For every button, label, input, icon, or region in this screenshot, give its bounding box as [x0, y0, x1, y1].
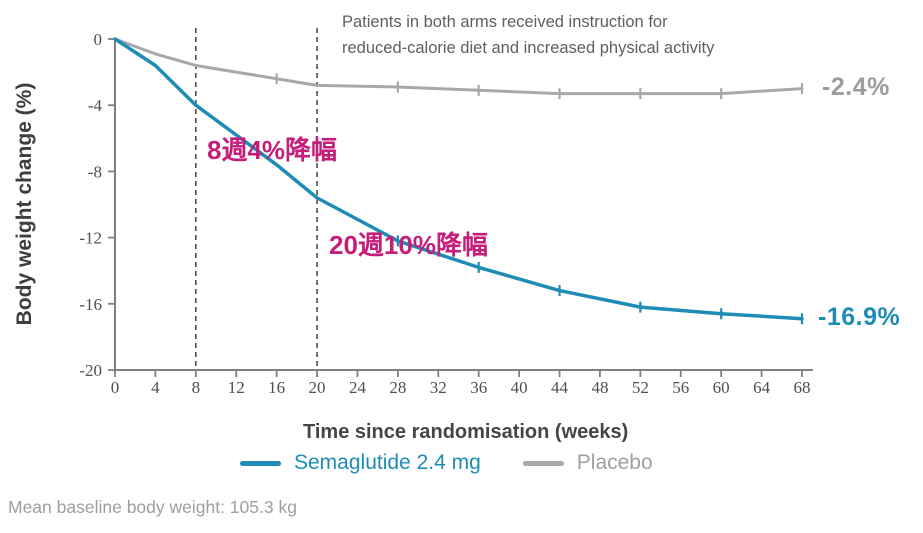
svg-text:-8: -8 — [88, 162, 102, 181]
svg-text:32: 32 — [430, 378, 447, 397]
svg-text:4: 4 — [151, 378, 160, 397]
study-note: Patients in both arms received instructi… — [342, 9, 714, 61]
svg-text:28: 28 — [389, 378, 406, 397]
legend: Semaglutide 2.4 mg Placebo — [240, 451, 653, 475]
svg-text:68: 68 — [794, 378, 811, 397]
semaglutide-end-value: -16.9% — [818, 303, 901, 331]
legend-line-placebo-icon — [522, 460, 564, 466]
svg-text:-12: -12 — [79, 229, 102, 248]
svg-text:52: 52 — [632, 378, 649, 397]
legend-label-placebo: Placebo — [576, 451, 653, 474]
study-note-line1: Patients in both arms received instructi… — [342, 13, 668, 31]
svg-text:56: 56 — [672, 378, 689, 397]
svg-text:12: 12 — [228, 378, 245, 397]
annotation-week8-4pct: 8週4%降幅 — [207, 135, 338, 165]
study-note-line2: reduced-calorie diet and increased physi… — [342, 39, 715, 57]
svg-text:-16: -16 — [79, 295, 102, 314]
legend-item-placebo: Placebo — [522, 451, 653, 475]
svg-text:24: 24 — [349, 378, 367, 397]
placebo-end-value: -2.4% — [822, 73, 890, 101]
svg-text:44: 44 — [551, 378, 569, 397]
legend-line-semaglutide-icon — [240, 460, 281, 466]
svg-text:20: 20 — [309, 378, 326, 397]
legend-label-semaglutide: Semaglutide 2.4 mg — [294, 451, 481, 474]
svg-text:36: 36 — [470, 378, 487, 397]
annotation-week20-10pct: 20週10%降幅 — [329, 230, 488, 260]
x-axis-title: Time since randomisation (weeks) — [303, 421, 629, 443]
svg-text:0: 0 — [94, 30, 103, 49]
svg-text:60: 60 — [713, 378, 730, 397]
svg-text:8: 8 — [192, 378, 201, 397]
baseline-weight-note: Mean baseline body weight: 105.3 kg — [8, 497, 297, 517]
legend-item-semaglutide: Semaglutide 2.4 mg — [240, 451, 481, 475]
y-axis-title: Body weight change (%) — [13, 82, 36, 326]
svg-text:0: 0 — [111, 378, 120, 397]
svg-text:-4: -4 — [88, 96, 103, 115]
svg-text:40: 40 — [511, 378, 528, 397]
svg-text:64: 64 — [753, 378, 771, 397]
svg-text:48: 48 — [591, 378, 608, 397]
svg-text:-20: -20 — [79, 361, 102, 380]
svg-text:16: 16 — [268, 378, 285, 397]
